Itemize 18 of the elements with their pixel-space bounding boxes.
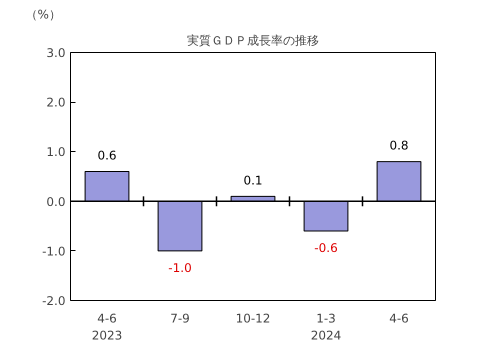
y-tick-label: 3.0 xyxy=(46,46,66,60)
data-label: 0.1 xyxy=(243,173,263,188)
y-tick-label: -2.0 xyxy=(42,294,66,308)
x-tick-label: 10-12 xyxy=(236,312,270,326)
y-tick-label: -1.0 xyxy=(42,244,66,258)
y-tick-label: 2.0 xyxy=(46,96,66,110)
y-tick-label: 0.0 xyxy=(46,194,66,209)
x-tick-label: 4-6 xyxy=(389,312,409,326)
data-label: 0.8 xyxy=(389,138,409,153)
y-tick-label: 1.0 xyxy=(46,145,66,160)
y-axis-title: （%） xyxy=(26,8,61,22)
x-tick-label: 7-9 xyxy=(170,312,190,326)
chart-title: 実質ＧＤＰ成長率の推移 xyxy=(187,34,319,48)
data-label: -0.6 xyxy=(314,241,338,256)
data-label: 0.6 xyxy=(97,148,117,163)
x-tick-label: 4-6 2023 xyxy=(92,312,122,342)
data-label: -1.0 xyxy=(168,260,192,275)
x-tick-label: 1-3 2024 xyxy=(310,312,342,342)
